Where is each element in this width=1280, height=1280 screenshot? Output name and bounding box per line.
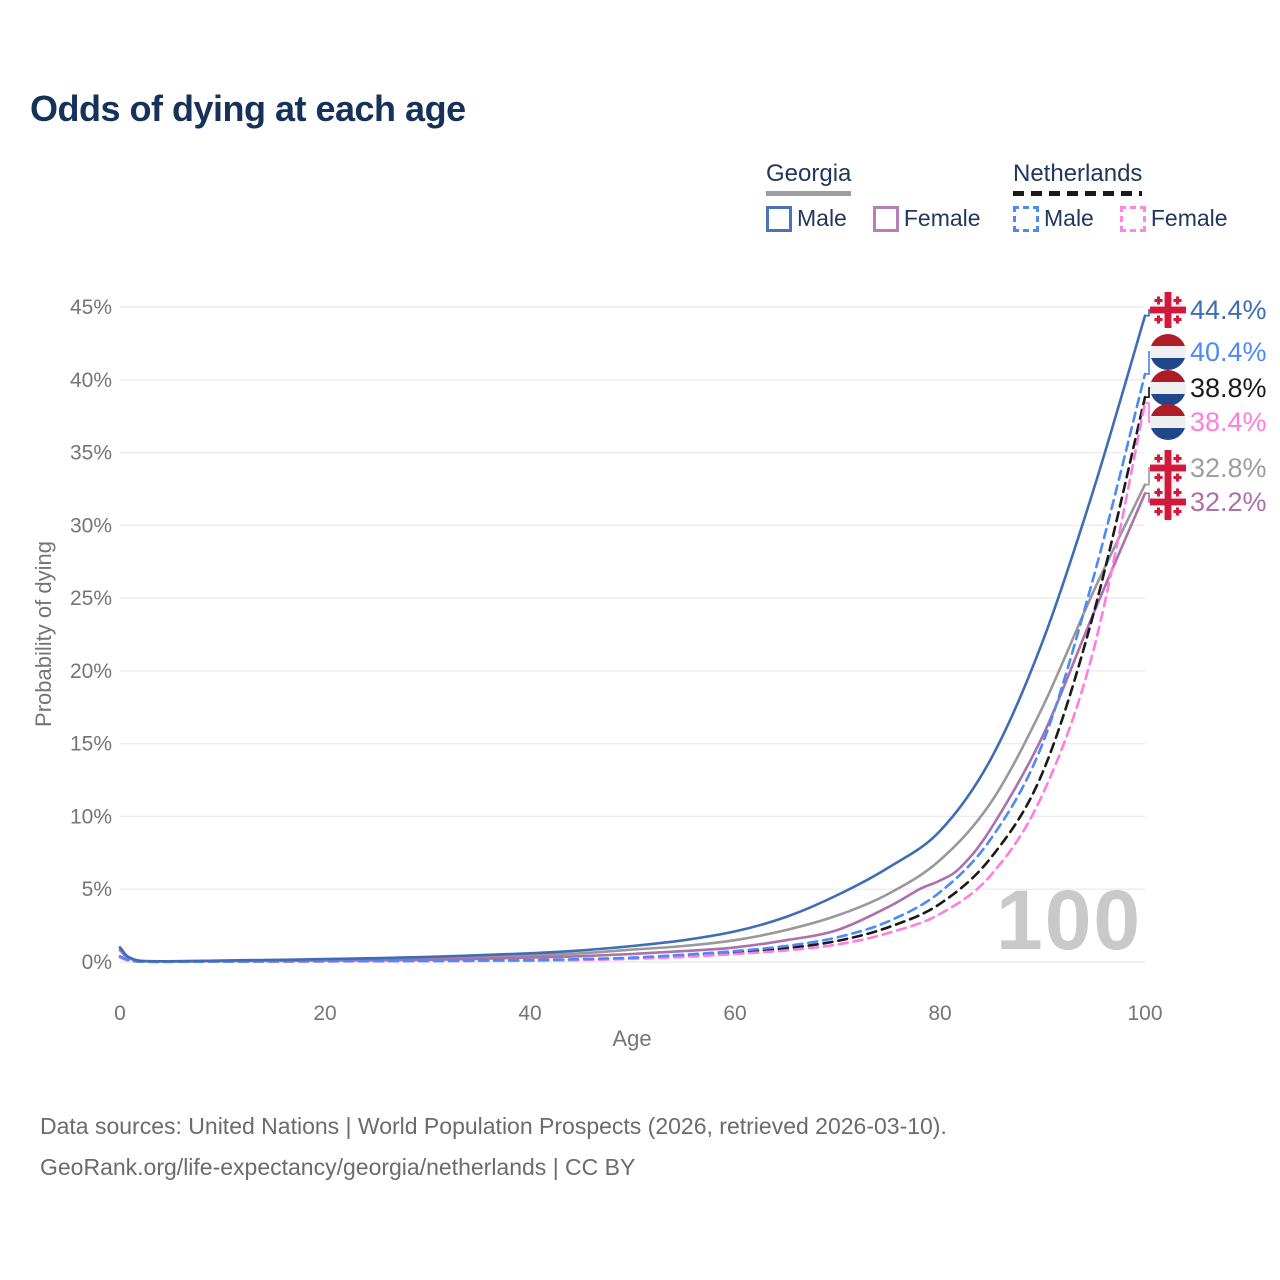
legend-georgia-male[interactable]: Male (766, 205, 847, 232)
attribution-line: GeoRank.org/life-expectancy/georgia/neth… (40, 1154, 636, 1180)
georgia-female-checkbox[interactable] (872, 205, 899, 232)
legend-netherlands-header: Netherlands (1013, 160, 1143, 196)
x-axis-title: Age (612, 1026, 652, 1051)
netherlands-male-checkbox[interactable] (1013, 205, 1039, 232)
series-netherlands-female (118, 401, 1147, 964)
legend-netherlands-male[interactable]: Male (1013, 205, 1094, 232)
netherlands-female-checkbox[interactable] (1119, 205, 1146, 232)
netherlands-flag-icon (1150, 334, 1186, 370)
legend-netherlands-title: Netherlands (1013, 160, 1143, 187)
legend-georgia-title: Georgia (766, 160, 852, 187)
legend-georgia-header: Georgia (766, 160, 852, 196)
legend-group-georgia: Georgia Male Female (766, 160, 981, 232)
legend-group-netherlands: Netherlands Male Female (1013, 160, 1228, 232)
y-tick-0: 0% (82, 951, 112, 974)
x-tick-40: 40 (518, 1002, 541, 1025)
y-axis-title: Probability of dying (31, 541, 56, 727)
series-netherlands-male (118, 372, 1147, 964)
netherlands-dashed-line-swatch (1013, 191, 1143, 196)
end-label-32.2%: 32.2% (1190, 487, 1267, 517)
y-tick-30: 30% (70, 514, 112, 537)
legend-georgia-male-label: Male (797, 205, 847, 231)
y-tick-20: 20% (70, 660, 112, 683)
footer: Data sources: United Nations | World Pop… (40, 1106, 947, 1188)
georgia-male-checkbox[interactable] (766, 205, 792, 232)
y-tick-5: 5% (82, 878, 112, 901)
georgia-flag-icon (1150, 484, 1186, 520)
x-tick-100: 100 (1127, 1002, 1162, 1025)
end-label-38.4%: 38.4% (1190, 407, 1267, 437)
data-sources-line: Data sources: United Nations | World Pop… (40, 1113, 947, 1139)
series-netherlands-all (118, 395, 1147, 964)
legend-netherlands-female-label: Female (1150, 205, 1228, 231)
georgia-flag-icon (1150, 450, 1186, 486)
end-label-38.8%: 38.8% (1190, 373, 1267, 403)
y-tick-45: 45% (70, 296, 112, 319)
x-tick-80: 80 (928, 1002, 951, 1025)
y-tick-25: 25% (70, 587, 112, 610)
netherlands-flag-icon (1150, 370, 1186, 406)
georgia-solid-line-swatch (766, 191, 852, 196)
x-tick-20: 20 (313, 1002, 336, 1025)
georgia-flag-icon (1150, 292, 1186, 328)
end-label-44.4%: 44.4% (1190, 295, 1267, 325)
legend-georgia-female-label: Female (903, 205, 981, 231)
end-label-40.4%: 40.4% (1190, 337, 1267, 367)
legend-georgia-female[interactable]: Female (872, 205, 981, 232)
netherlands-flag-icon (1150, 404, 1186, 440)
legend-netherlands-male-label: Male (1044, 205, 1094, 231)
x-tick-0: 0 (114, 1002, 126, 1025)
page-title: Odds of dying at each age (30, 88, 466, 129)
age-watermark: 100 (996, 873, 1143, 967)
y-tick-40: 40% (70, 369, 112, 392)
series-georgia-male (118, 314, 1147, 963)
x-tick-60: 60 (723, 1002, 746, 1025)
y-tick-15: 15% (70, 733, 112, 756)
y-tick-35: 35% (70, 442, 112, 465)
end-label-32.8%: 32.8% (1190, 453, 1267, 483)
series-georgia-female (118, 492, 1147, 963)
legend-netherlands-female[interactable]: Female (1119, 205, 1228, 232)
y-tick-10: 10% (70, 805, 112, 828)
